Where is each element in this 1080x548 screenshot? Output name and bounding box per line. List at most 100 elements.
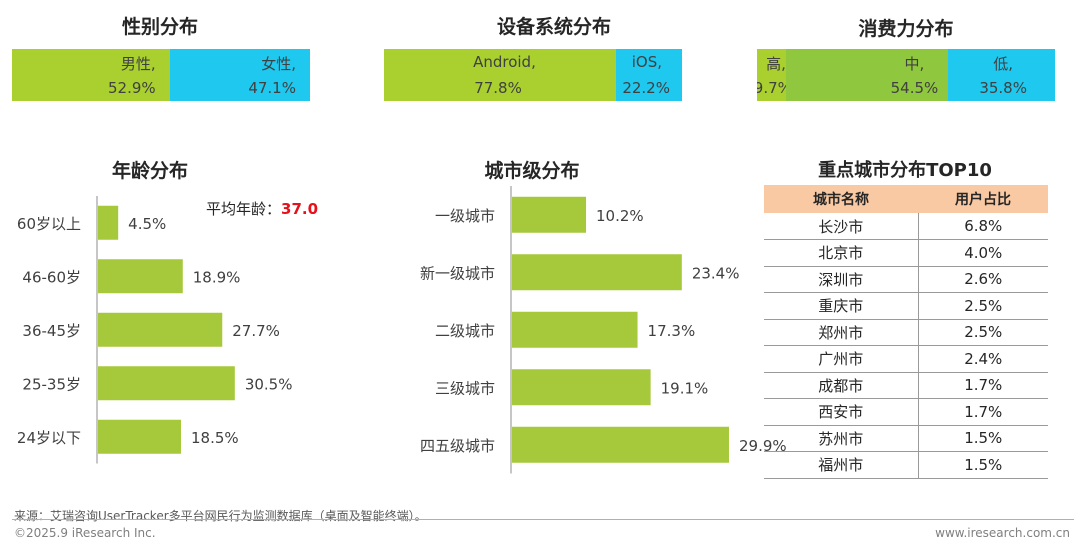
city-name-cell: 深圳市 xyxy=(764,266,919,293)
website-text: www.iresearch.com.cn xyxy=(935,526,1070,540)
city-name-cell: 成都市 xyxy=(764,372,919,399)
bar-2 xyxy=(512,311,638,348)
column-header-city: 城市名称 xyxy=(764,185,918,213)
bar-4 xyxy=(98,419,181,454)
table-row: 长沙市 6.8% xyxy=(764,213,1048,240)
city-name-cell: 长沙市 xyxy=(764,213,919,240)
value-label: 19.1% xyxy=(661,379,709,397)
age-bar-chart: 60岁以上 4.5% 46-60岁 18.9% 36-45岁 27.7% 25-35岁 30.… xyxy=(17,196,293,464)
city-name-cell: 西安市 xyxy=(764,398,919,426)
spending-high-value: 9.7% xyxy=(757,79,792,97)
copyright-text: ©2025.9 iResearch Inc. xyxy=(14,526,156,540)
gender-female-label: 女性, xyxy=(261,55,296,73)
top10-city-table: 城市名称 用户占比 长沙市 6.8% 北京市 4.0% 深圳市 2.6% 重庆市 2.5% 郑州… xyxy=(764,185,1048,479)
source-note: 来源：艾瑞咨询UserTracker多平台网民行为监测数据库（桌面及智能终端）。 xyxy=(14,509,427,523)
table-row: 北京市 4.0% xyxy=(764,239,1048,267)
os-title: 设备系统分布 xyxy=(496,16,611,38)
city-name-cell: 苏州市 xyxy=(764,425,919,452)
city-name-cell: 广州市 xyxy=(764,345,919,373)
city-level-bar-chart: 一级城市 10.2% 新一级城市 23.4% 二级城市 17.3% 三级城市 19.1% 四五级… xyxy=(420,186,787,474)
bar-1 xyxy=(512,254,682,291)
city-name-cell: 北京市 xyxy=(764,239,919,267)
value-label: 23.4% xyxy=(692,264,740,282)
value-label: 18.5% xyxy=(191,429,239,447)
user-share-cell: 2.5% xyxy=(918,292,1048,320)
category-label: 24岁以下 xyxy=(17,429,81,447)
value-label: 10.2% xyxy=(596,207,644,225)
city-name-cell: 郑州市 xyxy=(764,319,919,346)
spending-title: 消费力分布 xyxy=(858,18,954,40)
gender-share-bar: 男性, 52.9% 女性, 47.1% xyxy=(12,49,310,101)
spending-low-value: 35.8% xyxy=(979,79,1027,97)
gender-female-value: 47.1% xyxy=(248,79,296,97)
footer-divider xyxy=(12,519,1074,520)
os-android-label: Android, xyxy=(473,53,536,71)
user-share-cell: 1.5% xyxy=(918,451,1048,479)
spending-segment-mid: 中, 54.5% xyxy=(785,49,949,101)
bar-0 xyxy=(512,196,587,233)
category-label: 三级城市 xyxy=(435,379,495,397)
value-label: 30.5% xyxy=(245,375,293,393)
user-share-cell: 1.7% xyxy=(918,398,1048,426)
value-label: 27.7% xyxy=(232,322,280,340)
table-row: 成都市 1.7% xyxy=(764,372,1048,399)
bar-0 xyxy=(98,205,119,240)
average-age-label: 平均年龄： xyxy=(206,200,282,218)
age-title: 年龄分布 xyxy=(111,160,188,182)
gender-male-label: 男性, xyxy=(120,55,156,73)
user-share-cell: 2.6% xyxy=(918,266,1048,293)
bar-1 xyxy=(98,259,183,294)
average-age-note: 平均年龄：37.0 xyxy=(206,198,318,219)
category-label: 二级城市 xyxy=(435,322,495,340)
top10-title: 重点城市分布TOP10 xyxy=(818,160,992,181)
os-android-value: 77.8% xyxy=(474,79,522,97)
table-row: 重庆市 2.5% xyxy=(764,292,1048,320)
table-header-row: 城市名称 用户占比 xyxy=(764,185,1048,213)
user-share-cell: 2.4% xyxy=(918,345,1048,373)
bar-3 xyxy=(98,366,235,401)
user-share-cell: 2.5% xyxy=(918,319,1048,346)
os-share-bar: Android, 77.8% iOS, 22.2% xyxy=(384,49,682,101)
table-row: 广州市 2.4% xyxy=(764,345,1048,373)
category-label: 25-35岁 xyxy=(22,375,81,393)
spending-mid-value: 54.5% xyxy=(890,79,939,97)
spending-high-label: 高, xyxy=(766,55,786,73)
category-label: 46-60岁 xyxy=(22,268,81,286)
os-segment-ios: iOS, 22.2% xyxy=(615,49,682,101)
os-ios-label: iOS, xyxy=(631,53,662,71)
category-label: 一级城市 xyxy=(435,207,495,225)
city-level-title: 城市级分布 xyxy=(484,160,580,182)
table-row: 苏州市 1.5% xyxy=(764,425,1048,452)
category-label: 36-45岁 xyxy=(22,322,81,340)
city-name-cell: 重庆市 xyxy=(764,292,919,320)
table-row: 郑州市 2.5% xyxy=(764,319,1048,346)
category-label: 四五级城市 xyxy=(420,437,495,455)
user-share-cell: 1.7% xyxy=(918,372,1048,399)
spending-mid-label: 中, xyxy=(904,55,925,73)
value-label: 17.3% xyxy=(648,322,696,340)
user-share-cell: 1.5% xyxy=(918,425,1048,452)
user-share-cell: 4.0% xyxy=(918,239,1048,267)
table-row: 福州市 1.5% xyxy=(764,451,1048,479)
column-header-share: 用户占比 xyxy=(918,185,1048,213)
table-row: 深圳市 2.6% xyxy=(764,266,1048,293)
gender-segment-female: 女性, 47.1% xyxy=(169,49,310,101)
os-ios-value: 22.2% xyxy=(622,79,670,97)
spending-segment-high: 高, 9.7% xyxy=(757,49,792,101)
spending-low-label: 低, xyxy=(993,55,1013,73)
table-row: 西安市 1.7% xyxy=(764,398,1048,426)
os-segment-android: Android, 77.8% xyxy=(384,49,616,101)
gender-segment-male: 男性, 52.9% xyxy=(12,49,170,101)
category-label: 60岁以上 xyxy=(17,215,81,233)
spending-share-bar: 高, 9.7% 中, 54.5% 低, 35.8% xyxy=(757,49,1055,101)
user-share-cell: 6.8% xyxy=(918,213,1048,240)
gender-male-value: 52.9% xyxy=(107,79,156,97)
value-label: 18.9% xyxy=(193,268,241,286)
value-label: 4.5% xyxy=(128,215,166,233)
category-label: 新一级城市 xyxy=(420,264,495,282)
bar-2 xyxy=(98,312,223,347)
city-name-cell: 福州市 xyxy=(764,451,919,479)
average-age-value: 37.0 xyxy=(281,200,319,218)
spending-segment-low: 低, 35.8% xyxy=(948,49,1055,101)
bar-4 xyxy=(512,426,729,463)
